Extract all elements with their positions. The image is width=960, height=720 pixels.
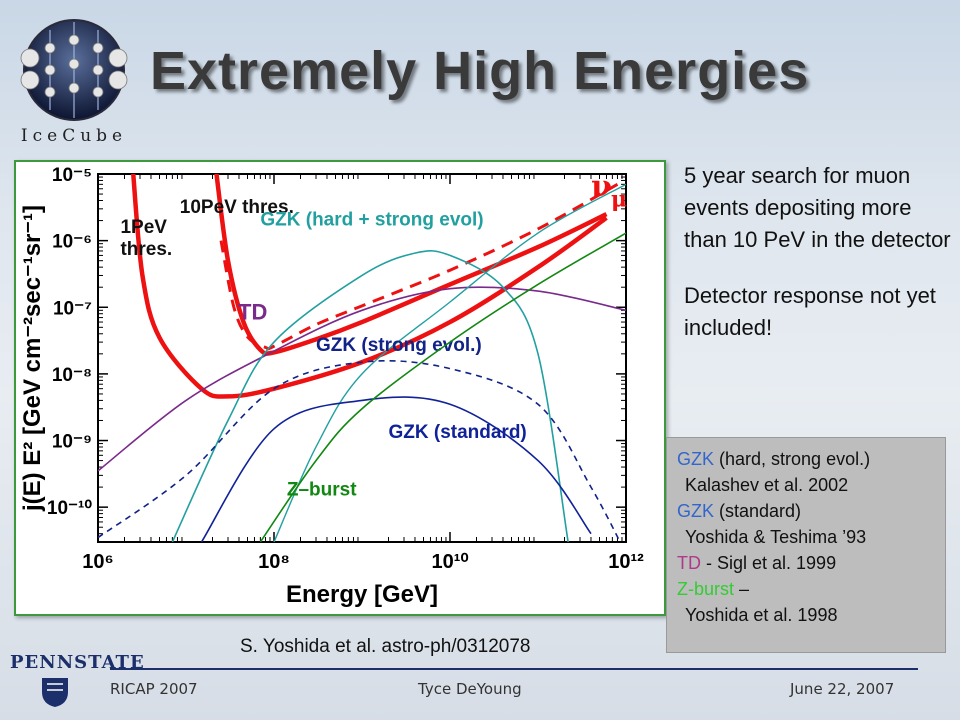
x-tick-label: 10⁶ — [82, 551, 113, 573]
reference-text: – — [734, 579, 750, 599]
footer-date: June 22, 2007 — [790, 680, 895, 698]
series-label: 1PeV — [120, 217, 167, 238]
reference-line: Kalashev et al. 2002 — [677, 472, 945, 498]
reference-line: Yoshida & Teshima ’93 — [677, 524, 945, 550]
reference-model: GZK — [677, 501, 715, 521]
reference-line: Z-burst – — [677, 576, 945, 602]
reference-line: Yoshida et al. 1998 — [677, 602, 945, 628]
series-line — [214, 174, 608, 356]
y-tick-label: 10⁻¹⁰ — [47, 498, 92, 519]
series-label: GZK (hard + strong evol) — [260, 209, 483, 230]
icecube-logo-icon — [20, 19, 128, 121]
pennstate-shield-icon — [42, 678, 68, 707]
reference-text: Kalashev et al. 2002 — [685, 475, 849, 495]
flux-chart: 10⁶ 10⁸ 10¹⁰ 10¹² 10⁻⁵ 10⁻⁶ 10⁻⁷ 10⁻⁸ 10⁻⁹ 10⁻¹⁰ 1… — [19, 165, 644, 608]
side-text-search: 5 year search for muon events depositing… — [684, 163, 951, 252]
logo-text: IceCube — [20, 126, 128, 146]
y-tick-label: 10⁻⁵ — [52, 165, 92, 186]
series-line — [98, 359, 621, 542]
series-line — [219, 183, 619, 351]
side-text-detector: Detector response not yet included! — [684, 283, 936, 340]
reference-text: (standard) — [714, 501, 802, 521]
x-axis-label: Energy [GeV] — [286, 581, 438, 608]
y-tick-label: 10⁻⁹ — [52, 432, 92, 453]
plot-frame — [97, 173, 627, 543]
reference-line: TD - Sigl et al. 1999 — [677, 550, 945, 576]
reference-text: Yoshida et al. 1998 — [685, 605, 838, 625]
reference-model: TD — [677, 553, 701, 573]
reference-model: GZK — [677, 449, 715, 469]
series-label: GZK (standard) — [388, 422, 526, 443]
reference-line: GZK (hard, strong evol.) — [677, 446, 945, 472]
footer-conference: RICAP 2007 — [110, 680, 198, 698]
reference-text: - Sigl et al. 1999 — [701, 553, 837, 573]
x-tick-label: 10⁸ — [258, 551, 290, 573]
y-tick-label: 10⁻⁶ — [52, 232, 92, 253]
numu-annotation: ν — [591, 169, 612, 204]
y-tick-label: 10⁻⁷ — [53, 298, 92, 319]
series-label: GZK (strong evol.) — [316, 335, 482, 356]
series-label: thres. — [120, 239, 172, 260]
numu-subscript: μ — [611, 186, 627, 212]
series-label: TD — [238, 300, 267, 325]
series-line — [171, 250, 569, 542]
series-label: 10PeV thres. — [180, 197, 294, 218]
pennstate-logo: PENNSTATE — [10, 652, 145, 673]
chart-frame: 10⁶ 10⁸ 10¹⁰ 10¹² 10⁻⁵ 10⁻⁶ 10⁻⁷ 10⁻⁸ 10⁻⁹ 10⁻¹⁰ 1… — [14, 160, 666, 616]
y-tick-label: 10⁻⁸ — [52, 365, 92, 386]
reference-text: (hard, strong evol.) — [714, 449, 871, 469]
reference-text: Yoshida & Teshima ’93 — [685, 527, 867, 547]
citation: S. Yoshida et al. astro-ph/0312078 — [240, 636, 531, 657]
references-box: GZK (hard, strong evol.) Kalashev et al. … — [666, 437, 946, 653]
y-axis-label: j(E) E² [GeV cm⁻²sec⁻¹sr⁻¹] — [19, 205, 46, 512]
reference-model: Z-burst — [677, 579, 735, 599]
series-line — [273, 183, 626, 542]
side-text: 5 year search for muon events depositing… — [684, 160, 954, 368]
series-label: Z–burst — [287, 479, 357, 500]
x-tick-label: 10¹² — [608, 551, 644, 573]
series-line — [98, 286, 626, 472]
slide-title: Extremely High Energies — [150, 41, 810, 101]
footer-divider — [110, 668, 918, 670]
footer-author: Tyce DeYoung — [418, 680, 522, 698]
series-line — [259, 232, 626, 542]
series-line — [200, 396, 592, 542]
reference-line: GZK (standard) — [677, 498, 945, 524]
x-tick-label: 10¹⁰ — [432, 551, 469, 573]
